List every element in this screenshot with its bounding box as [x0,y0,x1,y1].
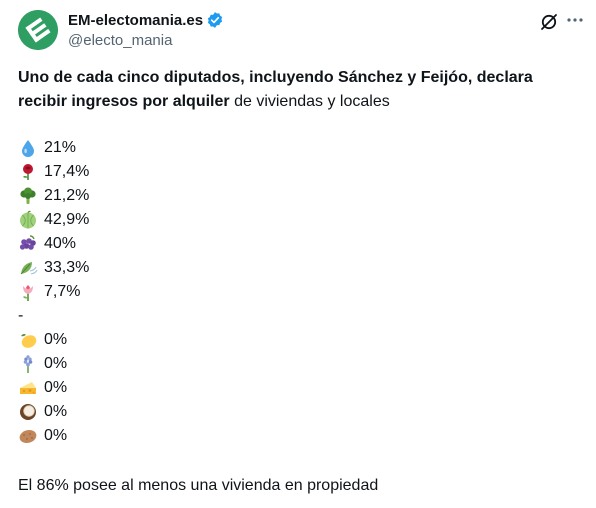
stat-row-rose: 17,4% [18,160,89,184]
author-display-name[interactable]: EM-electomania.es [68,11,204,29]
droplet-icon [18,138,38,158]
stat-value: 0% [44,403,68,420]
stats-list: 21% 17,4% 21,2% 42,9% 40% 33,3% 7,7% - [18,136,89,448]
headline-rest: de viviendas y locales [229,93,390,110]
grapes-icon [18,234,38,254]
stat-row-potato: 0% [18,424,89,448]
author-handle[interactable]: @electo_mania [68,32,173,49]
stat-value: 0% [44,379,68,396]
coconut-icon [18,402,38,422]
stat-row-grapes: 40% [18,232,89,256]
stat-row-coconut: 0% [18,400,89,424]
stat-value: 0% [44,355,68,372]
stat-row-broccoli: 21,2% [18,184,89,208]
rose-icon [18,162,38,182]
potato-icon [18,426,38,446]
stat-row-melon: 42,9% [18,208,89,232]
hyacinth-icon [18,354,38,374]
leaf-wind-icon [18,258,38,278]
lemon-icon [18,330,38,350]
stat-value: 40% [44,235,77,252]
stat-row-droplet: 21% [18,136,89,160]
stat-row-tulip: 7,7% [18,280,89,304]
author-name-row[interactable]: EM-electomania.es [68,11,224,29]
stat-row-cheese: 0% [18,376,89,400]
stat-row-lemon: 0% [18,328,89,352]
melon-icon [18,210,38,230]
headline-bold: Uno de cada cinco diputados, incluyendo … [18,69,533,110]
verified-badge-icon[interactable] [206,11,224,29]
footer-text: El 86% posee al menos una vivienda en pr… [18,477,379,494]
broccoli-icon [18,186,38,206]
headline: Uno de cada cinco diputados, incluyendo … [18,66,578,114]
stat-value: 42,9% [44,211,90,228]
stat-value: 0% [44,331,68,348]
stat-value: 0% [44,427,68,444]
stat-value: 7,7% [44,283,81,300]
stat-value: 21% [44,139,77,156]
stat-value: 21,2% [44,187,90,204]
stat-value: 17,4% [44,163,90,180]
electomania-logo-icon[interactable] [18,10,58,50]
separator: - [18,307,24,324]
grok-icon[interactable] [539,12,559,32]
tulip-icon [18,282,38,302]
stat-row-leaf-wind: 33,3% [18,256,89,280]
more-options-icon[interactable] [565,10,585,30]
cheese-icon [18,378,38,398]
tweet-text: Uno de cada cinco diputados, incluyendo … [18,66,578,114]
stat-value: 33,3% [44,259,90,276]
stat-row-hyacinth: 0% [18,352,89,376]
